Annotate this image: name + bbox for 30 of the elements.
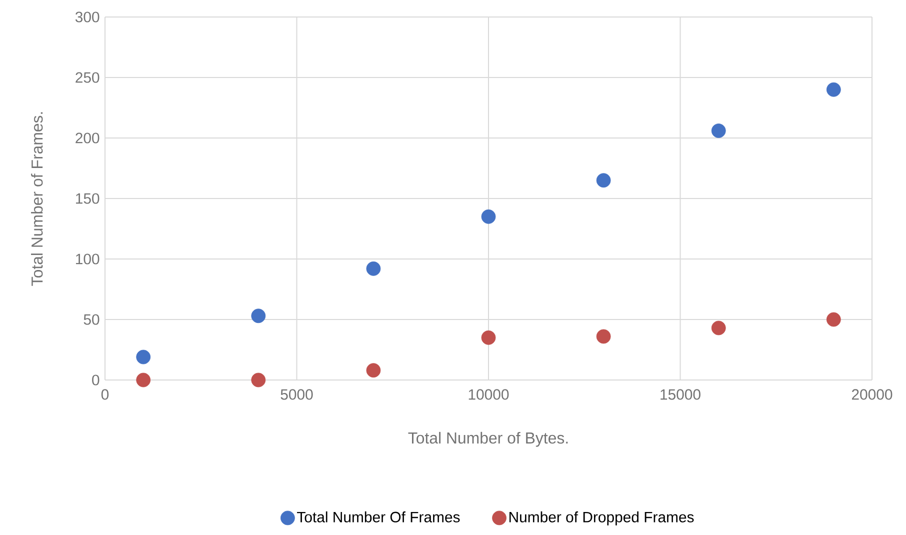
point xyxy=(596,173,611,188)
y-tick-label: 250 xyxy=(76,72,100,83)
point xyxy=(826,312,841,327)
point xyxy=(366,363,381,378)
y-axis-title: Total Number of Frames. xyxy=(31,112,43,286)
y-tick-label: 50 xyxy=(84,314,100,325)
point xyxy=(481,209,496,224)
point xyxy=(596,329,611,344)
y-tick-label: 200 xyxy=(76,132,100,144)
point xyxy=(711,124,726,138)
point xyxy=(826,82,841,97)
y-tick-label: 0 xyxy=(92,374,100,386)
y-tick-label: 100 xyxy=(76,254,100,264)
x-tick-label: 5000 xyxy=(280,389,313,400)
x-axis-title: Total Number of Bytes. xyxy=(408,432,568,447)
x-tick-label: 0 xyxy=(101,389,109,400)
point xyxy=(136,350,151,364)
point xyxy=(481,330,496,345)
legend-label: Number of Dropped Frames xyxy=(509,511,694,526)
y-tick-label: 150 xyxy=(76,193,100,204)
y-tick-label: 300 xyxy=(75,12,100,22)
point xyxy=(711,320,726,336)
x-tick-label: 15000 xyxy=(660,389,700,400)
x-tick-label: 20000 xyxy=(852,389,892,400)
point xyxy=(366,261,381,276)
point xyxy=(136,372,151,388)
legend-label: Total Number Of Frames xyxy=(297,511,460,522)
x-tick-label: 10000 xyxy=(468,389,509,400)
point xyxy=(251,372,266,388)
point xyxy=(251,308,266,324)
